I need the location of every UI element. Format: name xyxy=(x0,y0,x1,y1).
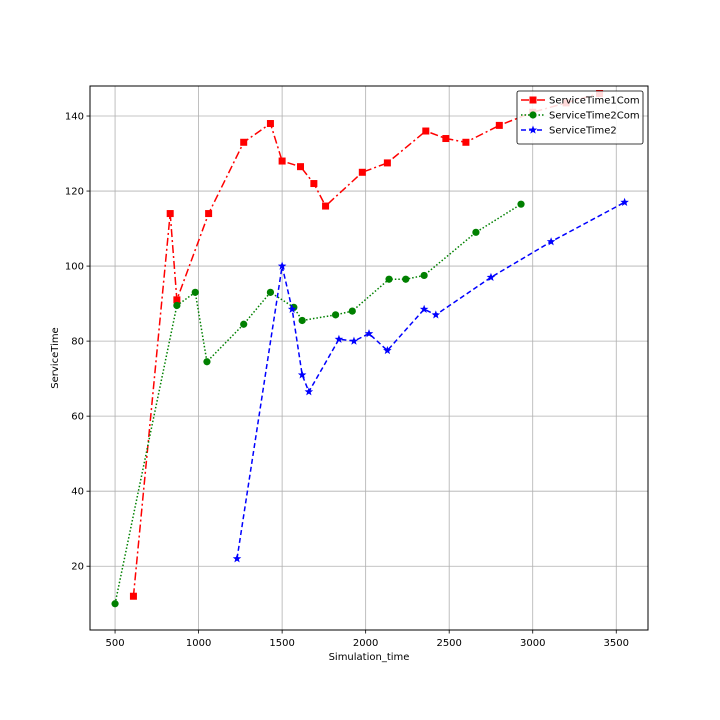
data-point xyxy=(472,228,480,236)
data-point xyxy=(191,288,199,296)
x-tick-label: 500 xyxy=(106,638,125,649)
data-point xyxy=(348,307,356,315)
data-point xyxy=(422,127,430,135)
data-point xyxy=(298,316,306,325)
data-point xyxy=(420,271,428,280)
series-line xyxy=(236,201,625,559)
data-point xyxy=(517,200,525,208)
x-tick-label: 3500 xyxy=(604,638,629,649)
y-axis-label: ServiceTime xyxy=(50,327,61,388)
data-point xyxy=(173,296,181,304)
x-tick-label: 1000 xyxy=(186,638,211,649)
data-point xyxy=(278,157,286,165)
data-point xyxy=(486,272,496,281)
data-point xyxy=(462,138,470,146)
x-tick-label: 2000 xyxy=(353,638,378,649)
x-tick-label: 1500 xyxy=(269,638,294,649)
data-point xyxy=(431,310,441,319)
data-point xyxy=(129,592,137,600)
data-point xyxy=(173,301,181,310)
data-point xyxy=(203,358,211,366)
legend-label: ServiceTime1Com xyxy=(549,96,640,107)
data-point xyxy=(297,370,307,379)
data-point xyxy=(334,334,344,343)
axis-ticks: 500 1000 1500 2000 2500 3000 3500 20 40 60 80 100 12… xyxy=(65,112,629,649)
x-axis-label: Simulation_time xyxy=(329,652,410,663)
data-point xyxy=(419,304,429,313)
series-line xyxy=(114,203,522,604)
data-point xyxy=(385,275,393,283)
data-point xyxy=(297,163,305,171)
legend-item: ServiceTime2Com xyxy=(521,111,640,122)
plot-area-frame xyxy=(89,85,649,631)
series-ServiceTime2 xyxy=(232,197,629,563)
y-tick-label: 80 xyxy=(71,337,84,348)
data-point xyxy=(442,135,450,143)
legend-item: ServiceTime2 xyxy=(521,125,617,137)
data-point xyxy=(358,168,366,176)
data-point xyxy=(166,210,174,218)
x-tick-label: 2500 xyxy=(436,638,461,649)
x-tick-label: 3000 xyxy=(520,638,545,649)
legend: ServiceTime1Com ServiceTime2Com ServiceTim… xyxy=(516,90,644,145)
data-point xyxy=(240,138,248,146)
y-tick-label: 60 xyxy=(71,412,84,423)
y-tick-label: 120 xyxy=(65,187,84,198)
data-point xyxy=(111,600,119,608)
data-point xyxy=(495,121,503,129)
data-point xyxy=(331,311,340,319)
data-point xyxy=(402,275,410,283)
legend-marker xyxy=(529,111,537,119)
y-tick-label: 140 xyxy=(65,112,84,123)
data-point xyxy=(277,261,287,270)
data-point xyxy=(266,120,274,128)
data-point xyxy=(304,387,314,396)
legend-box xyxy=(516,90,644,145)
data-point xyxy=(287,304,297,313)
data-point xyxy=(546,237,556,246)
series-group xyxy=(111,90,629,608)
data-point xyxy=(383,159,391,167)
data-point xyxy=(322,202,330,210)
data-point xyxy=(232,554,242,563)
data-point xyxy=(383,346,392,355)
y-tick-label: 20 xyxy=(71,562,84,573)
data-point xyxy=(205,210,213,218)
data-point xyxy=(240,320,248,328)
data-point xyxy=(266,288,275,296)
legend-marker xyxy=(529,96,537,104)
legend-label: ServiceTime2Com xyxy=(549,111,640,122)
legend-marker xyxy=(528,125,538,134)
data-point xyxy=(620,197,629,206)
legend-item: ServiceTime1Com xyxy=(521,96,640,107)
grid xyxy=(90,86,648,630)
data-point xyxy=(349,336,359,345)
y-tick-label: 100 xyxy=(65,262,84,273)
series-ServiceTime2Com xyxy=(111,200,525,608)
y-tick-label: 40 xyxy=(71,487,84,498)
data-point xyxy=(364,329,374,338)
data-point xyxy=(310,180,318,188)
legend-label: ServiceTime2 xyxy=(549,126,617,137)
